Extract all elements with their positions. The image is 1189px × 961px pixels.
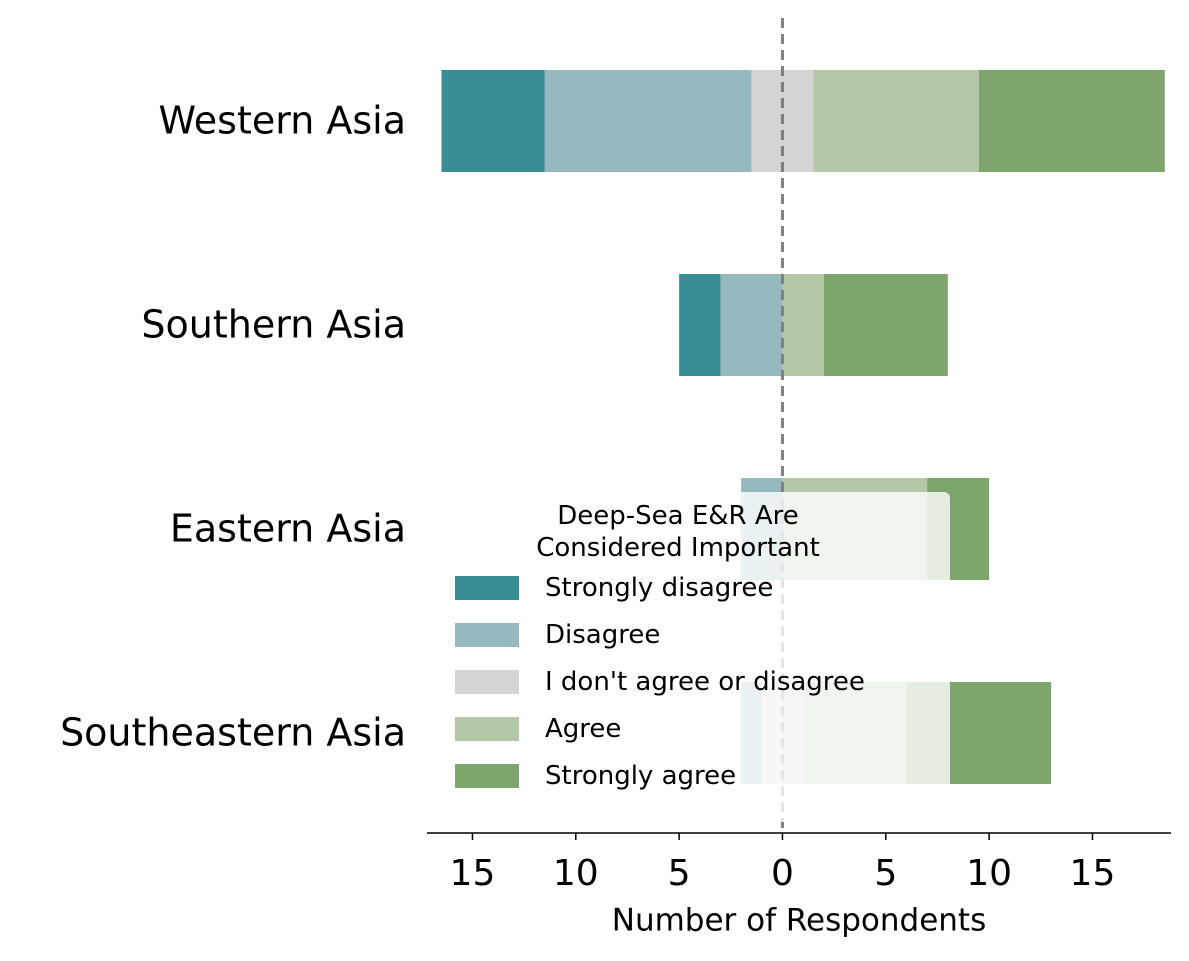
bar-segment [441,70,545,172]
bar-segment [720,274,783,376]
y-tick-label: Southern Asia [141,303,406,347]
legend-label: Agree [545,713,622,744]
x-tick-label: 10 [966,853,1012,894]
y-tick-label: Western Asia [158,99,406,143]
x-tick-label: 15 [1070,853,1116,894]
bar-segment [823,274,948,376]
legend-item: Strongly disagree [455,564,950,611]
y-tick-label: Eastern Asia [170,507,406,551]
legend-item: I don't agree or disagree [455,658,950,705]
legend-title: Deep-Sea E&R Are Considered Important [536,501,820,563]
bar-segment [813,70,979,172]
x-tick-label: 10 [553,853,599,894]
bar-segment [978,70,1165,172]
legend-label: Disagree [545,619,661,650]
legend-label: Strongly disagree [545,572,774,603]
x-tick-label: 0 [771,853,794,894]
bar-segment [544,70,752,172]
legend-item: Strongly agree [455,752,950,799]
legend-swatch [455,575,519,600]
legend-item: Agree [455,705,950,752]
bar-segment [782,274,824,376]
legend-label: I don't agree or disagree [545,666,865,697]
legend-label: Strongly agree [545,760,737,791]
bar-segment [679,274,721,376]
legend-swatch [455,622,519,647]
legend-swatch [455,716,519,741]
legend-swatch [455,669,519,694]
legend: Deep-Sea E&R Are Considered Important St… [440,492,950,822]
x-axis-label: Number of Respondents [612,903,986,939]
legend-swatch [455,763,519,788]
y-tick-label: Southeastern Asia [60,711,406,755]
x-tick-label: 15 [450,853,496,894]
x-tick-label: 5 [668,853,691,894]
x-tick-label: 5 [874,853,897,894]
legend-item: Disagree [455,611,950,658]
